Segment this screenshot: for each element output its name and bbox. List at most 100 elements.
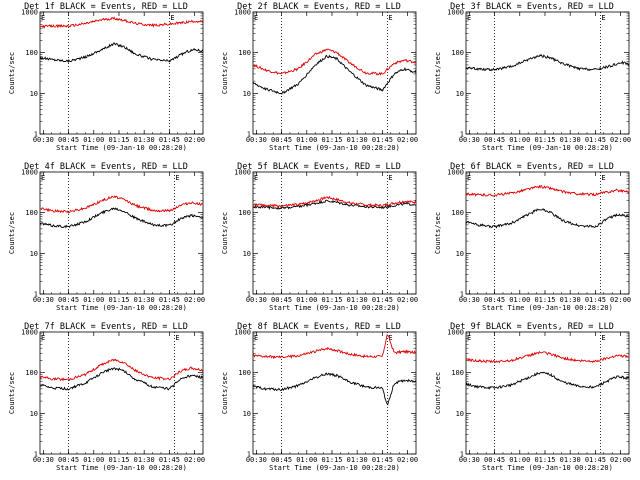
y-tick-label: 1 [34, 451, 38, 459]
lld-series-line [39, 358, 204, 382]
chart-svg: Det 9f BLACK = Events, RED = LLD 1 10 100 10… [434, 322, 631, 472]
chart-title: Det 2f BLACK = Events, RED = LLD [237, 2, 401, 12]
y-tick-label: 10 [30, 250, 38, 258]
event-marker: E [41, 174, 45, 182]
lld-series-line [252, 333, 417, 360]
events-series-line [39, 207, 204, 229]
y-tick-label: 1000 [447, 9, 464, 17]
x-tick-label: 01:45 [585, 136, 606, 144]
x-tick-label: 01:00 [296, 296, 317, 304]
y-tick-label: 1000 [447, 169, 464, 177]
chart-panel: Det 7f BLACK = Events, RED = LLD 1 10 100 10… [0, 320, 213, 480]
event-marker: E [41, 334, 45, 342]
y-tick-label: 100 [238, 49, 251, 57]
events-series-line [252, 54, 417, 95]
plot-frame [252, 171, 417, 295]
y-tick-label: 10 [30, 410, 38, 418]
x-tick-label: 01:45 [159, 136, 180, 144]
lld-series-line [252, 48, 417, 76]
x-tick-label: 02:00 [610, 136, 631, 144]
x-tick-label: 01:30 [560, 296, 581, 304]
event-marker: E [388, 334, 392, 342]
x-tick-label: 00:30 [459, 456, 480, 464]
x-tick-label: 00:45 [484, 296, 505, 304]
chart-panel: Det 5f BLACK = Events, RED = LLD 1 10 100 10… [213, 160, 426, 320]
y-tick-label: 100 [451, 369, 464, 377]
x-tick-label: 01:00 [509, 136, 530, 144]
chart-svg: Det 7f BLACK = Events, RED = LLD 1 10 100 10… [8, 322, 205, 472]
y-tick-label: 10 [243, 250, 251, 258]
x-tick-label: 00:45 [271, 456, 292, 464]
y-tick-label: 1 [34, 131, 38, 139]
event-marker: E [467, 14, 471, 22]
x-axis-label: Start Time (09-Jan-10 00:28:20) [482, 464, 613, 472]
x-tick-label: 01:15 [534, 296, 555, 304]
y-axis-label: Counts/sec [8, 372, 16, 414]
chart-svg: Det 4f BLACK = Events, RED = LLD 1 10 100 10… [8, 162, 205, 312]
event-marker: E [601, 174, 605, 182]
x-tick-label: 00:45 [484, 456, 505, 464]
x-tick-label: 02:00 [397, 136, 418, 144]
x-tick-label: 00:30 [459, 136, 480, 144]
event-marker: E [388, 174, 392, 182]
x-tick-label: 01:15 [321, 296, 342, 304]
chart-svg: Det 3f BLACK = Events, RED = LLD 1 10 100 10… [434, 2, 631, 152]
x-tick-label: 01:15 [108, 456, 129, 464]
x-axis-label: Start Time (09-Jan-10 00:28:20) [56, 464, 187, 472]
chart-panel: Det 2f BLACK = Events, RED = LLD 1 10 100 10… [213, 0, 426, 160]
y-axis-label: Counts/sec [8, 212, 16, 254]
lld-series-line [40, 16, 204, 29]
y-tick-label: 10 [30, 90, 38, 98]
chart-panel: Det 9f BLACK = Events, RED = LLD 1 10 100 10… [426, 320, 639, 480]
events-series-line [39, 42, 204, 64]
x-tick-label: 00:30 [459, 296, 480, 304]
y-tick-label: 100 [238, 369, 251, 377]
x-tick-label: 02:00 [184, 296, 205, 304]
events-series-line [465, 54, 630, 72]
lld-series-line [465, 350, 630, 364]
chart-title: Det 3f BLACK = Events, RED = LLD [450, 2, 614, 12]
y-axis-label: Counts/sec [434, 212, 442, 254]
x-tick-label: 01:45 [585, 456, 606, 464]
event-marker: E [254, 14, 258, 22]
y-tick-label: 1000 [234, 169, 251, 177]
x-tick-label: 02:00 [610, 296, 631, 304]
x-tick-label: 01:30 [134, 136, 155, 144]
event-marker: E [175, 334, 179, 342]
y-axis-label: Counts/sec [434, 372, 442, 414]
x-tick-label: 01:30 [560, 456, 581, 464]
y-tick-label: 100 [25, 49, 38, 57]
x-tick-label: 00:30 [33, 136, 54, 144]
plot-frame [465, 171, 630, 295]
x-tick-label: 02:00 [397, 456, 418, 464]
y-axis-label: Counts/sec [221, 52, 229, 94]
x-axis-label: Start Time (09-Jan-10 00:28:20) [482, 144, 613, 152]
x-tick-label: 00:45 [58, 296, 79, 304]
x-tick-label: 01:45 [372, 296, 393, 304]
event-marker: E [170, 14, 174, 22]
x-tick-label: 00:45 [271, 296, 292, 304]
y-tick-label: 1000 [234, 329, 251, 337]
plot-frame [252, 331, 417, 455]
y-tick-label: 1 [247, 451, 251, 459]
x-tick-label: 00:30 [33, 296, 54, 304]
events-series-line [465, 208, 630, 229]
chart-panel: Det 3f BLACK = Events, RED = LLD 1 10 100 10… [426, 0, 639, 160]
y-tick-label: 1000 [21, 329, 38, 337]
x-tick-label: 00:30 [33, 456, 54, 464]
x-tick-label: 01:00 [296, 456, 317, 464]
event-marker: E [175, 174, 179, 182]
x-tick-label: 01:00 [296, 136, 317, 144]
y-axis-label: Counts/sec [221, 372, 229, 414]
events-series-line [252, 199, 417, 211]
x-tick-label: 01:15 [534, 456, 555, 464]
x-tick-label: 02:00 [184, 136, 205, 144]
x-tick-label: 01:45 [159, 296, 180, 304]
events-series-line [39, 367, 204, 391]
x-tick-label: 00:45 [58, 136, 79, 144]
x-tick-label: 00:45 [484, 136, 505, 144]
x-tick-label: 00:30 [246, 296, 267, 304]
event-marker: E [388, 14, 392, 22]
x-tick-label: 01:15 [321, 136, 342, 144]
